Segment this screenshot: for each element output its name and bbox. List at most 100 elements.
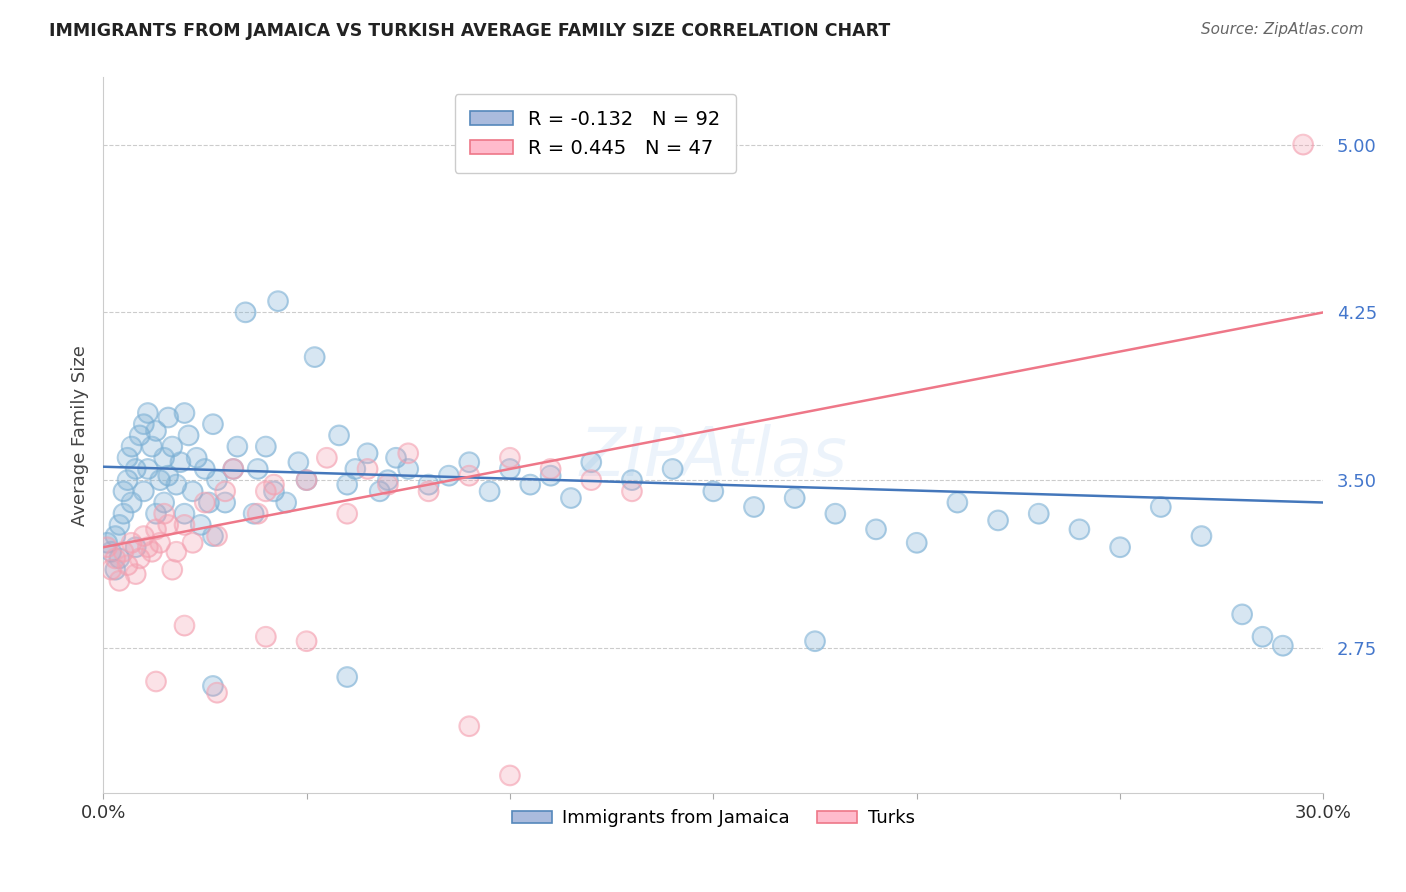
Point xyxy=(128,551,150,566)
Point xyxy=(418,477,440,491)
Point xyxy=(145,424,167,438)
Point xyxy=(205,686,228,700)
Point xyxy=(377,473,399,487)
Point xyxy=(865,522,887,536)
Point xyxy=(157,517,180,532)
Point xyxy=(124,567,146,582)
Point xyxy=(190,517,212,532)
Point xyxy=(108,574,131,588)
Point xyxy=(295,634,318,648)
Point xyxy=(153,450,176,465)
Point xyxy=(344,462,367,476)
Point xyxy=(905,535,928,549)
Point xyxy=(1150,500,1173,514)
Point xyxy=(540,468,562,483)
Point xyxy=(165,477,187,491)
Point xyxy=(295,473,318,487)
Point xyxy=(328,428,350,442)
Point xyxy=(132,529,155,543)
Point xyxy=(295,473,318,487)
Point xyxy=(295,473,318,487)
Point xyxy=(222,462,245,476)
Point xyxy=(581,473,603,487)
Point xyxy=(145,674,167,689)
Point xyxy=(145,522,167,536)
Point xyxy=(377,473,399,487)
Point xyxy=(987,513,1010,527)
Point xyxy=(173,517,195,532)
Point xyxy=(132,484,155,499)
Point xyxy=(104,551,127,566)
Point xyxy=(100,545,122,559)
Point xyxy=(1028,507,1050,521)
Point xyxy=(702,484,724,499)
Point xyxy=(112,507,135,521)
Point xyxy=(499,768,522,782)
Point xyxy=(222,462,245,476)
Point xyxy=(437,468,460,483)
Point xyxy=(478,484,501,499)
Point xyxy=(157,468,180,483)
Point xyxy=(824,507,846,521)
Point xyxy=(112,545,135,559)
Point xyxy=(1292,137,1315,152)
Point xyxy=(201,417,224,432)
Point xyxy=(418,484,440,499)
Point xyxy=(145,522,167,536)
Point xyxy=(356,462,378,476)
Point xyxy=(458,719,481,733)
Point xyxy=(276,495,298,509)
Point xyxy=(263,477,285,491)
Point xyxy=(194,462,217,476)
Point xyxy=(222,462,245,476)
Point xyxy=(173,517,195,532)
Point xyxy=(194,462,217,476)
Point xyxy=(181,535,204,549)
Point xyxy=(108,517,131,532)
Point xyxy=(136,462,159,476)
Point xyxy=(742,500,765,514)
Point xyxy=(128,428,150,442)
Point xyxy=(153,495,176,509)
Point xyxy=(478,484,501,499)
Point xyxy=(157,410,180,425)
Point xyxy=(100,563,122,577)
Point xyxy=(499,462,522,476)
Point xyxy=(1028,507,1050,521)
Point xyxy=(396,462,419,476)
Point xyxy=(295,473,318,487)
Point xyxy=(132,484,155,499)
Point xyxy=(108,551,131,566)
Point xyxy=(987,513,1010,527)
Point xyxy=(169,455,191,469)
Point xyxy=(112,545,135,559)
Point xyxy=(190,517,212,532)
Point xyxy=(396,462,419,476)
Point xyxy=(136,541,159,555)
Text: ZIPAtlas: ZIPAtlas xyxy=(579,424,848,490)
Point xyxy=(205,473,228,487)
Point xyxy=(385,450,408,465)
Point xyxy=(336,507,359,521)
Point xyxy=(141,545,163,559)
Point xyxy=(254,484,277,499)
Point xyxy=(162,440,184,454)
Point xyxy=(418,484,440,499)
Point xyxy=(1230,607,1253,622)
Point xyxy=(173,406,195,420)
Point xyxy=(620,484,643,499)
Point xyxy=(165,545,187,559)
Point xyxy=(242,507,264,521)
Point xyxy=(124,567,146,582)
Point xyxy=(336,507,359,521)
Point xyxy=(153,495,176,509)
Point xyxy=(149,473,172,487)
Point xyxy=(254,440,277,454)
Point xyxy=(141,545,163,559)
Point xyxy=(136,406,159,420)
Point xyxy=(276,495,298,509)
Point xyxy=(620,484,643,499)
Point xyxy=(235,305,257,319)
Point xyxy=(254,484,277,499)
Point xyxy=(263,484,285,499)
